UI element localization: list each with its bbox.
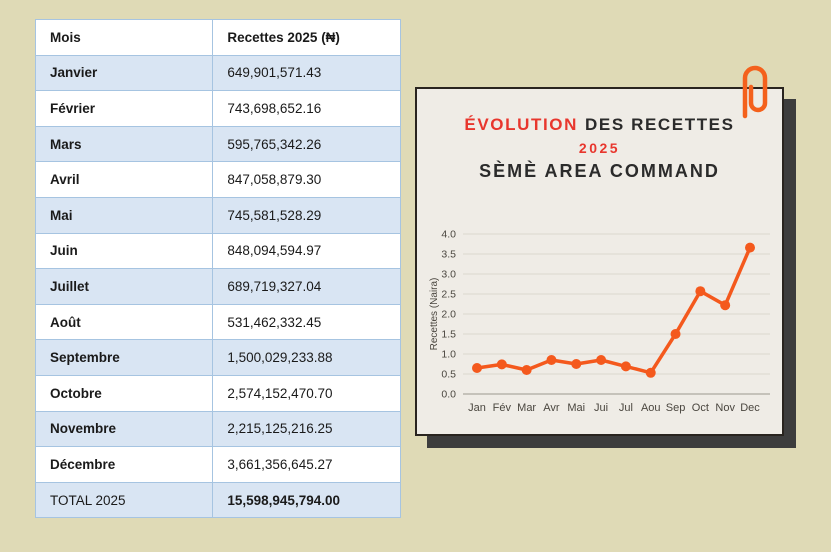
revenue-cell: 848,094,594.97	[212, 232, 401, 270]
table-row: Février 743,698,652.16	[34, 90, 401, 127]
table-row: Mars 595,765,342.26	[34, 125, 401, 163]
data-point	[720, 300, 731, 311]
chart-title-line1: ÉVOLUTION DES RECETTES	[417, 115, 782, 135]
revenue-cell: 531,462,332.45	[212, 303, 401, 341]
revenue-table-container: Mois Recettes 2025 (₦) Janvier 649,901,57…	[34, 19, 401, 519]
x-tick-label: Oct	[692, 402, 709, 414]
month-cell: Avril	[34, 161, 214, 198]
total-value-cell: 15,598,945,794.00	[212, 481, 401, 519]
revenue-cell: 847,058,879.30	[212, 161, 401, 198]
data-point	[695, 286, 706, 297]
table-row: Juillet 689,719,327.04	[34, 268, 401, 305]
chart-title-subtitle: SÈMÈ AREA COMMAND	[479, 161, 720, 181]
x-tick-label: Avr	[543, 402, 560, 414]
chart-title-des-recettes: DES RECETTES	[585, 115, 735, 134]
y-tick-label: 1.5	[441, 329, 456, 341]
chart-card: ÉVOLUTION DES RECETTES 2025 SÈMÈ AREA CO…	[415, 87, 784, 436]
x-tick-label: Aou	[641, 402, 661, 414]
paperclip-icon	[742, 65, 768, 119]
data-point	[645, 367, 656, 378]
data-point	[521, 365, 532, 375]
month-cell: Octobre	[34, 374, 214, 412]
chart-title-year: 2025	[578, 140, 621, 156]
table-row: Décembre 3,661,356,645.27	[34, 446, 401, 483]
y-tick-label: 0.5	[441, 369, 456, 381]
month-cell: Juillet	[34, 268, 214, 305]
data-point	[546, 355, 557, 365]
table-row: Novembre 2,215,125,216.25	[34, 410, 401, 448]
data-point	[496, 359, 507, 370]
table-row: Septembre 1,500,029,233.88	[34, 339, 401, 376]
table-body: Janvier 649,901,571.43 Février 743,698,652.…	[34, 54, 401, 519]
revenue-cell: 743,698,652.16	[212, 90, 401, 127]
data-point	[670, 329, 681, 339]
table-row: Mai 745,581,528.29	[34, 196, 401, 234]
y-tick-label: 3.5	[441, 249, 456, 261]
month-cell: Mai	[34, 196, 214, 234]
y-tick-label: 4.0	[441, 229, 456, 241]
month-cell: Novembre	[34, 410, 214, 448]
x-tick-label: Nov	[715, 402, 735, 414]
revenue-cell: 2,215,125,216.25	[212, 410, 401, 448]
month-cell: Mars	[34, 125, 214, 163]
y-tick-label: 2.0	[441, 309, 456, 321]
data-point	[472, 363, 482, 373]
revenue-cell: 595,765,342.26	[212, 125, 401, 163]
chart-title-evolution: ÉVOLUTION	[464, 115, 578, 134]
table-row: Juin 848,094,594.97	[34, 232, 401, 270]
y-tick-label: 2.5	[441, 289, 456, 301]
revenue-cell: 2,574,152,470.70	[212, 374, 401, 412]
month-cell: Septembre	[34, 339, 214, 376]
x-tick-label: Mai	[567, 402, 585, 414]
table-row: Août 531,462,332.45	[34, 303, 401, 341]
x-tick-label: Fév	[493, 402, 512, 414]
revenue-cell: 745,581,528.29	[212, 196, 401, 234]
table-row: Janvier 649,901,571.43	[34, 54, 401, 92]
table-total-row: TOTAL 2025 15,598,945,794.00	[34, 481, 401, 519]
total-label-cell: TOTAL 2025	[34, 481, 214, 519]
x-tick-label: Dec	[740, 402, 760, 414]
chart-title: ÉVOLUTION DES RECETTES 2025 SÈMÈ AREA CO…	[417, 115, 782, 182]
column-header-recettes: Recettes 2025 (₦)	[212, 19, 401, 56]
y-tick-label: 1.0	[441, 349, 456, 361]
month-cell: Août	[34, 303, 214, 341]
data-point	[745, 242, 755, 253]
data-point	[596, 355, 607, 365]
y-tick-label: 3.0	[441, 269, 456, 281]
month-cell: Juin	[34, 232, 214, 270]
x-tick-label: Mar	[517, 402, 536, 414]
revenue-cell: 689,719,327.04	[212, 268, 401, 305]
month-cell: Février	[34, 90, 214, 127]
x-tick-label: Jan	[468, 402, 486, 414]
column-header-mois: Mois	[34, 19, 214, 56]
table-row: Avril 847,058,879.30	[34, 161, 401, 198]
table-row: Octobre 2,574,152,470.70	[34, 374, 401, 412]
revenue-cell: 3,661,356,645.27	[212, 446, 401, 483]
month-cell: Janvier	[34, 54, 214, 92]
revenue-chart: 0.0 0.5 1.0 1.5 2.0 2.5 3.0 3.5 4.0 Jan Fév Mar Avr M…	[429, 229, 770, 414]
x-tick-label: Sep	[666, 402, 686, 414]
y-tick-label: 0.0	[441, 389, 456, 401]
revenue-cell: 649,901,571.43	[212, 54, 401, 92]
month-cell: Décembre	[34, 446, 214, 483]
revenue-table: Mois Recettes 2025 (₦) Janvier 649,901,57…	[34, 19, 401, 519]
y-axis-label: Recettes (Naira)	[429, 278, 440, 351]
x-tick-label: Jul	[619, 402, 633, 414]
table-header-row: Mois Recettes 2025 (₦)	[34, 19, 401, 56]
data-point	[620, 361, 631, 372]
data-point	[571, 359, 582, 369]
x-tick-label: Jui	[594, 402, 608, 414]
revenue-cell: 1,500,029,233.88	[212, 339, 401, 376]
